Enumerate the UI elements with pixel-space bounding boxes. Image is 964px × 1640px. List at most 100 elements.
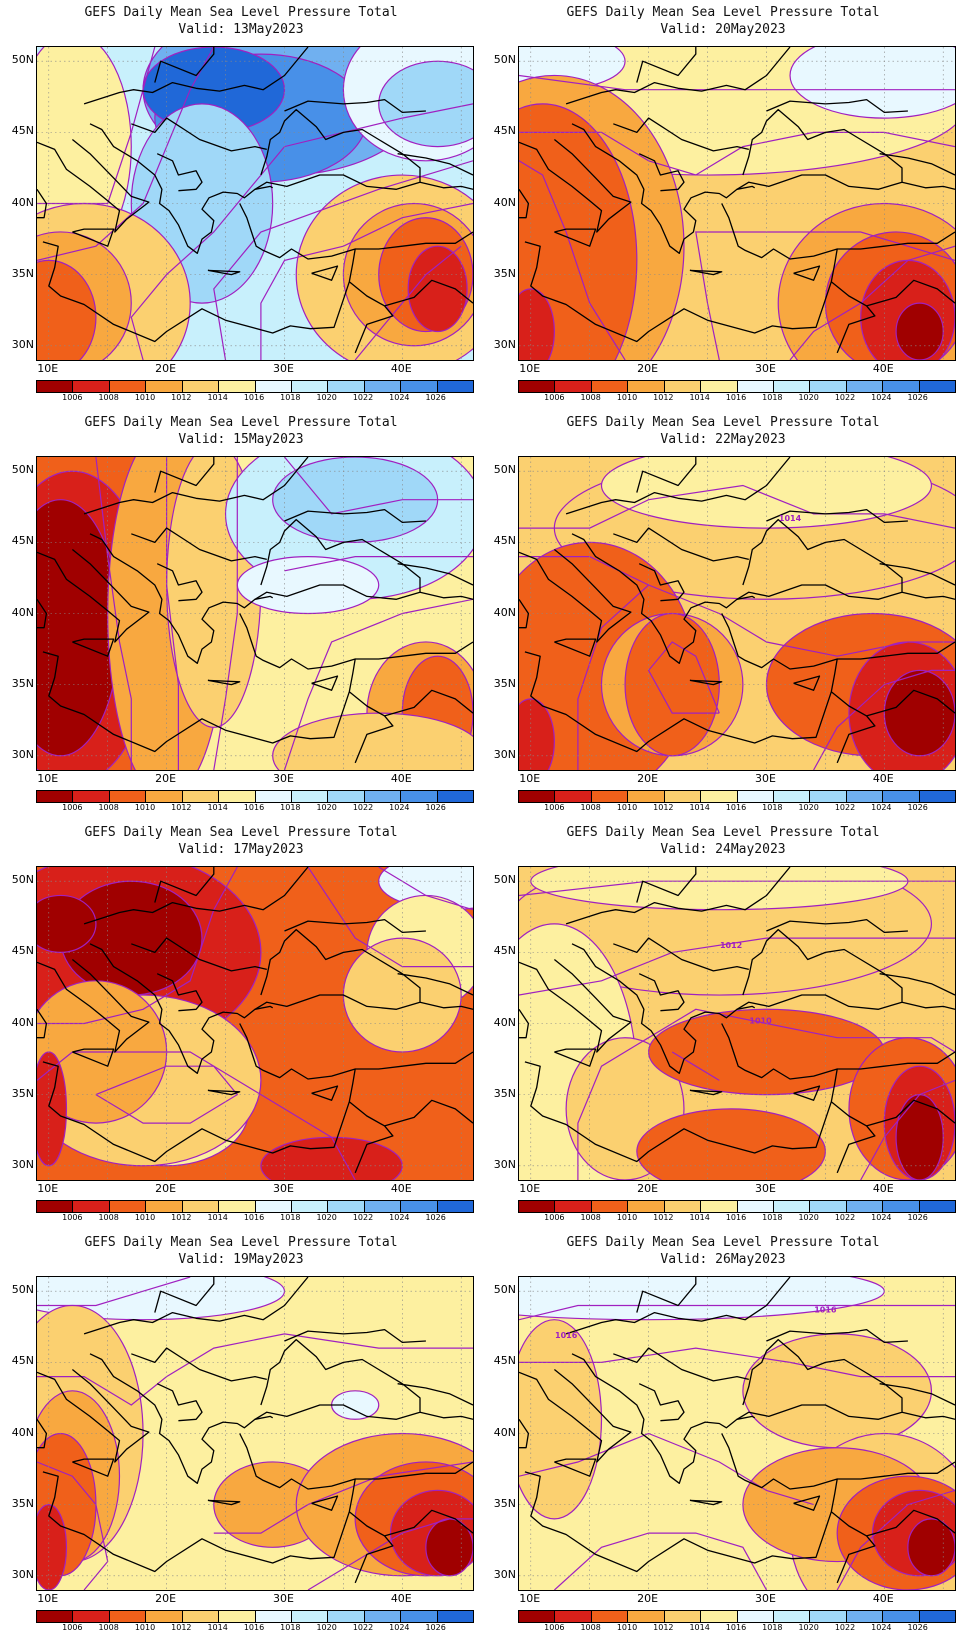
lat-tick-label: 35N	[11, 266, 34, 280]
coastline-border	[524, 613, 838, 753]
lon-tick-label: 30E	[754, 1182, 776, 1195]
colorbar-label: 1026	[907, 1623, 928, 1632]
coastline-border	[72, 1458, 115, 1477]
lat-tick-label: 35N	[493, 1496, 516, 1510]
colorbar-swatch	[437, 1201, 474, 1212]
coastline-border	[397, 153, 473, 176]
lon-tick-label: 40E	[390, 1592, 412, 1605]
lat-tick-label: 35N	[11, 1086, 34, 1100]
isobar-label: 1016	[814, 1306, 837, 1315]
coastline-border	[156, 153, 203, 192]
lon-tick-label: 10E	[519, 1592, 541, 1605]
lon-tick-label: 10E	[519, 362, 541, 375]
colorbar-label: 1024	[871, 803, 892, 812]
coastline-border	[554, 1048, 597, 1067]
colorbar	[518, 380, 956, 393]
colorbar-swatch	[182, 791, 220, 802]
colorbar-swatch	[555, 1611, 592, 1622]
map-canvas: 1014	[519, 457, 955, 770]
coastline-border	[689, 1089, 723, 1096]
lat-tick-label: 40N	[493, 195, 516, 209]
coastline-border	[37, 1368, 150, 1463]
colorbar-label: 1016	[243, 1213, 265, 1222]
colorbar-label: 1022	[352, 803, 374, 812]
coastline-border	[348, 1101, 394, 1174]
colorbar-label: 1020	[798, 803, 819, 812]
isobar-line	[307, 867, 473, 968]
lat-tick-label: 50N	[11, 53, 34, 67]
pressure-map: 1012 1010	[518, 866, 956, 1181]
lat-tick-label: 40N	[11, 1425, 34, 1439]
coastline-border	[519, 1008, 530, 1039]
coastline-border	[613, 1347, 749, 1382]
colorbar-swatch	[401, 1201, 438, 1212]
coastline-border	[901, 1001, 955, 1010]
lon-tick-label: 40E	[872, 772, 894, 785]
colorbar-swatch	[919, 1201, 956, 1212]
colorbar-swatch	[773, 791, 811, 802]
coastline-border	[83, 867, 309, 925]
pressure-region	[789, 47, 955, 119]
pressure-region	[37, 259, 97, 360]
colorbar-swatch	[519, 1611, 556, 1622]
colorbar-swatch	[591, 1201, 629, 1212]
colorbar-swatch	[401, 381, 438, 392]
coastline-border	[311, 675, 339, 691]
coastline-border	[901, 181, 955, 190]
coastline-border	[156, 563, 203, 602]
pressure-region	[37, 1504, 68, 1590]
coastline-border	[519, 548, 632, 643]
colorbar-swatch	[219, 1611, 256, 1622]
coastline-border	[766, 918, 908, 934]
coastline-border	[254, 1338, 421, 1420]
coastline-border	[419, 181, 473, 190]
coastline-border	[519, 1368, 632, 1463]
coastline-border	[156, 1383, 203, 1422]
coastline-border	[311, 1495, 339, 1511]
coastline-border	[207, 679, 241, 686]
colorbar-label: 1008	[98, 803, 119, 812]
colorbar-swatch	[37, 791, 74, 802]
lon-tick-label: 20E	[155, 1592, 177, 1605]
lat-tick-label: 50N	[11, 873, 34, 887]
colorbar-label: 1016	[243, 803, 265, 812]
pressure-map: 1014	[518, 456, 956, 771]
pressure-region	[519, 698, 555, 770]
colorbar-label: 1026	[425, 1213, 446, 1222]
colorbar-swatch	[182, 381, 220, 392]
colorbar-swatch	[773, 1611, 811, 1622]
coastline-border	[42, 203, 356, 343]
panel-title: GEFS Daily Mean Sea Level Pressure Total	[566, 825, 880, 840]
colorbar-swatch	[919, 791, 956, 802]
coastline-border	[571, 533, 756, 664]
lat-tick-label: 30N	[11, 747, 34, 761]
coastline-border	[636, 1277, 697, 1313]
pressure-map	[36, 1276, 474, 1591]
coastline-border	[565, 457, 791, 515]
isobar-label: 1014	[779, 514, 802, 523]
coastline-border	[42, 1023, 356, 1163]
coastline-border	[42, 1433, 356, 1573]
lat-tick-label: 40N	[493, 1425, 516, 1439]
lon-tick-label: 10E	[37, 1182, 59, 1195]
colorbar-label: 1022	[352, 393, 374, 402]
colorbar-swatch	[810, 381, 847, 392]
map-panel: GEFS Daily Mean Sea Level Pressure Total…	[0, 1230, 482, 1640]
colorbar-swatch	[73, 791, 110, 802]
colorbar-swatch	[146, 791, 183, 802]
map-panel: GEFS Daily Mean Sea Level Pressure Total…	[0, 0, 482, 410]
colorbar-label: 1014	[689, 803, 710, 812]
colorbar-label: 1024	[871, 1623, 892, 1632]
colorbar-label: 1008	[580, 803, 601, 812]
lat-tick-label: 35N	[493, 1086, 516, 1100]
lat-tick-label: 45N	[493, 1354, 516, 1368]
lat-tick-label: 45N	[493, 944, 516, 958]
coastline-border	[384, 1099, 473, 1127]
coastline-border	[524, 1433, 838, 1573]
colorbar-label: 1008	[98, 1213, 119, 1222]
coastline-border	[689, 679, 723, 686]
colorbar-swatch	[664, 791, 702, 802]
coastline-border	[355, 231, 473, 250]
colorbar-label: 1018	[762, 1623, 783, 1632]
colorbar	[36, 790, 474, 803]
